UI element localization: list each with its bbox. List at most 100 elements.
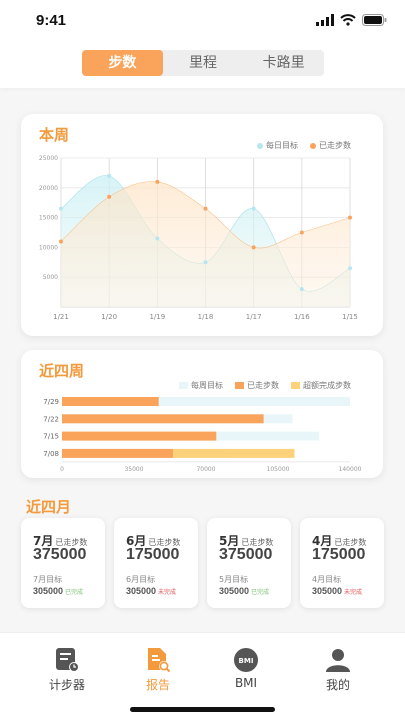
month-name: 7月: [33, 534, 54, 548]
signal-icon: [316, 14, 334, 26]
x-tick-label: 1/17: [246, 313, 262, 321]
four-weeks-bar-chart: 7/29 7/22 7/15 7/08 0 35000 70000 105000 140000: [43, 397, 362, 473]
exceeded-bar: [173, 448, 295, 458]
month-steps-value: 375000: [219, 546, 273, 563]
battery-icon: [362, 14, 387, 26]
month-status-badge: 已完成: [251, 589, 270, 596]
y-tick-label: 15000: [39, 215, 58, 222]
y-category-label: 7/22: [43, 415, 59, 423]
walked-bar: [62, 431, 217, 441]
segment-steps[interactable]: 步数: [82, 50, 163, 76]
x-tick-label: 35000: [124, 466, 143, 473]
month-goal-label: 6月目标: [126, 575, 156, 584]
tab-profile[interactable]: 我的: [308, 647, 368, 693]
report-icon: [148, 648, 171, 673]
month-walked-label: 已走步数: [334, 538, 367, 547]
profile-icon: [326, 649, 350, 672]
daily-goal-point: [107, 173, 112, 178]
bmi-icon: BMI: [234, 648, 258, 672]
month-name: 4月: [312, 534, 333, 548]
status-time: 9:41: [36, 12, 67, 29]
month-goal-value: 305000: [312, 586, 343, 596]
daily-goal-point: [203, 260, 208, 265]
tab-report-label: 报告: [145, 678, 170, 692]
walked-point: [251, 245, 256, 250]
month-card[interactable]: 6月 已走步数 175000 6月目标 305000 未完成: [114, 518, 198, 608]
four-weeks-card: 近四周 每周目标 已走步数 超额完成步数 7/29 7/22 7/15 7/08 0 35…: [21, 350, 383, 478]
walked-point: [155, 179, 160, 184]
x-tick-label: 70000: [196, 466, 215, 473]
tab-pedometer[interactable]: 计步器: [37, 647, 97, 693]
x-tick-label: 1/21: [53, 313, 69, 321]
legend-exceeded: 超额完成步数: [291, 380, 351, 391]
legend-daily-goal: 每日目标: [257, 140, 298, 151]
x-tick-label: 140000: [339, 466, 362, 473]
segment-distance[interactable]: 里程: [189, 55, 217, 71]
month-card[interactable]: 7月 已走步数 375000 7月目标 305000 已完成: [21, 518, 105, 608]
month-goal-value: 305000: [219, 586, 250, 596]
month-status-badge: 未完成: [344, 589, 363, 596]
tab-pedometer-label: 计步器: [48, 678, 85, 692]
daily-goal-point: [155, 236, 160, 241]
header-area: 步数 里程 卡路里: [0, 42, 405, 88]
x-tick-label: 1/19: [149, 313, 165, 321]
month-name: 5月: [219, 534, 240, 548]
y-category-label: 7/29: [43, 398, 59, 406]
month-goal-label: 5月目标: [219, 575, 249, 584]
y-category-label: 7/08: [43, 450, 59, 458]
recent-months-title: 近四月: [26, 498, 72, 516]
tab-profile-label: 我的: [325, 678, 350, 692]
walked-area: [61, 181, 350, 307]
daily-goal-point: [299, 287, 304, 292]
legend-weekly-goal: 每周目标: [179, 380, 223, 391]
month-status-badge: 未完成: [158, 589, 177, 596]
month-card[interactable]: 4月 已走步数 175000 4月目标 305000 未完成: [300, 518, 384, 608]
month-card[interactable]: 5月 已走步数 375000 5月目标 305000 已完成: [207, 518, 291, 608]
month-steps-value: 375000: [33, 546, 87, 563]
y-tick-label: 20000: [39, 185, 58, 192]
weekly-goal-bar: [62, 397, 350, 406]
metric-segmented-control: 步数 里程 卡路里: [82, 50, 324, 76]
month-name: 6月: [126, 534, 147, 548]
walked-point: [299, 230, 304, 235]
tab-bmi[interactable]: BMI BMI: [216, 647, 276, 690]
month-walked-label: 已走步数: [55, 538, 88, 547]
walked-point: [203, 206, 208, 211]
y-tick-label: 5000: [43, 274, 58, 281]
walked-bar: [62, 397, 159, 406]
month-steps-value: 175000: [126, 546, 180, 563]
bottom-tab-bar: 计步器 报告 BMI BMI 我的: [0, 632, 405, 720]
month-goal-label: 4月目标: [312, 575, 342, 584]
x-tick-label: 1/20: [101, 313, 117, 321]
y-tick-label: 10000: [39, 244, 58, 251]
tab-bmi-label: BMI: [234, 676, 258, 690]
month-steps-value: 175000: [312, 546, 366, 563]
x-tick-label: 105000: [267, 466, 290, 473]
status-icons: [316, 14, 387, 26]
x-tick-label: 0: [60, 466, 64, 473]
y-tick-label: 25000: [39, 155, 58, 162]
pedometer-icon: [56, 648, 79, 672]
daily-goal-point: [59, 206, 63, 211]
wifi-icon: [340, 14, 356, 26]
daily-goal-point: [348, 266, 352, 271]
month-status-badge: 已完成: [65, 589, 84, 596]
month-walked-label: 已走步数: [148, 538, 181, 547]
this-week-title: 本周: [39, 126, 70, 144]
x-tick-label: 1/15: [342, 313, 358, 321]
status-bar: 9:41: [0, 0, 405, 42]
four-weeks-title: 近四周: [39, 362, 85, 380]
walked-bar: [62, 414, 264, 424]
x-tick-label: 1/16: [294, 313, 310, 321]
daily-goal-point: [251, 206, 256, 211]
walked-point: [348, 215, 352, 220]
month-goal-value: 305000: [33, 586, 64, 596]
segment-calories[interactable]: 卡路里: [262, 55, 305, 71]
walked-point: [59, 239, 63, 244]
this-week-card: 本周 每日目标 已走步数 25000 20000 15000 10000 5000 1/2…: [21, 114, 383, 336]
bmi-icon-text: BMI: [239, 657, 254, 665]
tab-report[interactable]: 报告: [128, 647, 188, 693]
month-walked-label: 已走步数: [241, 538, 274, 547]
walked-point: [107, 194, 112, 199]
y-category-label: 7/15: [43, 433, 59, 441]
